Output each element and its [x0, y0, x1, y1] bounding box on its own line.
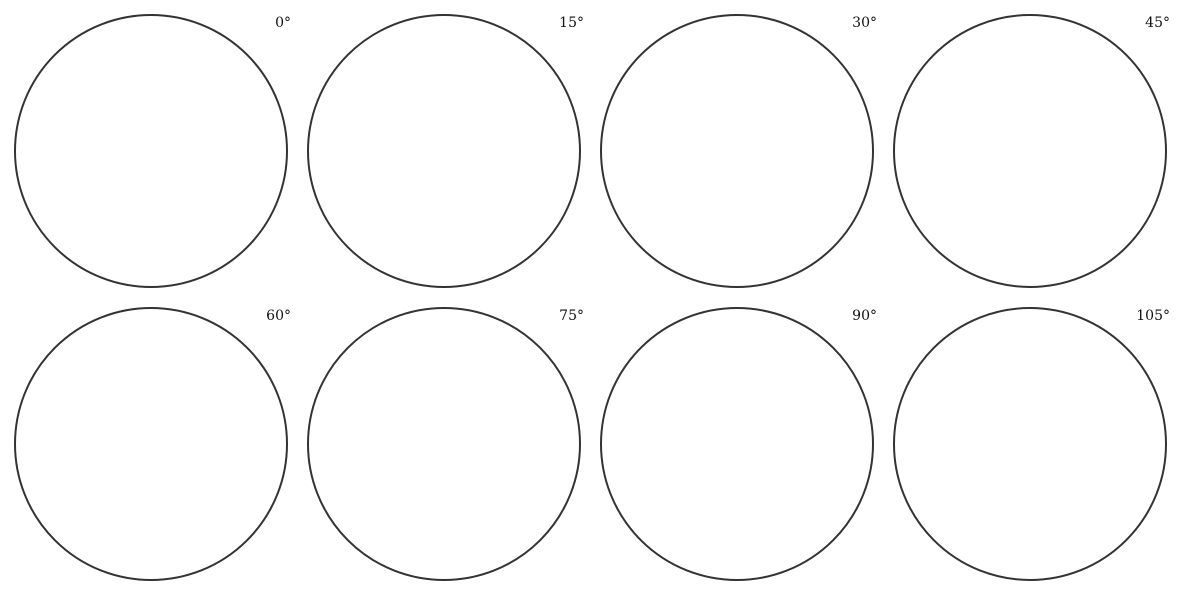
stereonet-panel-5: 60°: [14, 307, 291, 581]
panel-angle-label: 15°: [559, 15, 584, 31]
net-rim: [893, 14, 1167, 288]
stereonet-panel-6: 75°: [307, 307, 584, 581]
panel-angle-label: 105°: [1136, 308, 1170, 324]
net-rim: [600, 307, 874, 581]
panel-angle-label: 90°: [852, 308, 877, 324]
net-rim: [893, 307, 1167, 581]
stereonet-panel-2: 15°: [307, 14, 584, 288]
panel-angle-label: 60°: [266, 308, 291, 324]
net-rim: [14, 14, 288, 288]
net-rim: [307, 307, 581, 581]
panel-angle-label: 0°: [275, 15, 291, 31]
stereonet-panel-7: 90°: [600, 307, 877, 581]
net-rim: [14, 307, 288, 581]
panel-angle-label: 45°: [1145, 15, 1170, 31]
stereonet-panel-8: 105°: [893, 307, 1170, 581]
net-rim: [600, 14, 874, 288]
panel-angle-label: 75°: [559, 308, 584, 324]
stereonet-panel-1: 0°: [14, 14, 291, 288]
panel-angle-label: 30°: [852, 15, 877, 31]
stereonet-panel-3: 30°: [600, 14, 877, 288]
net-rim: [307, 14, 581, 288]
stereonet-panel-4: 45°: [893, 14, 1170, 288]
